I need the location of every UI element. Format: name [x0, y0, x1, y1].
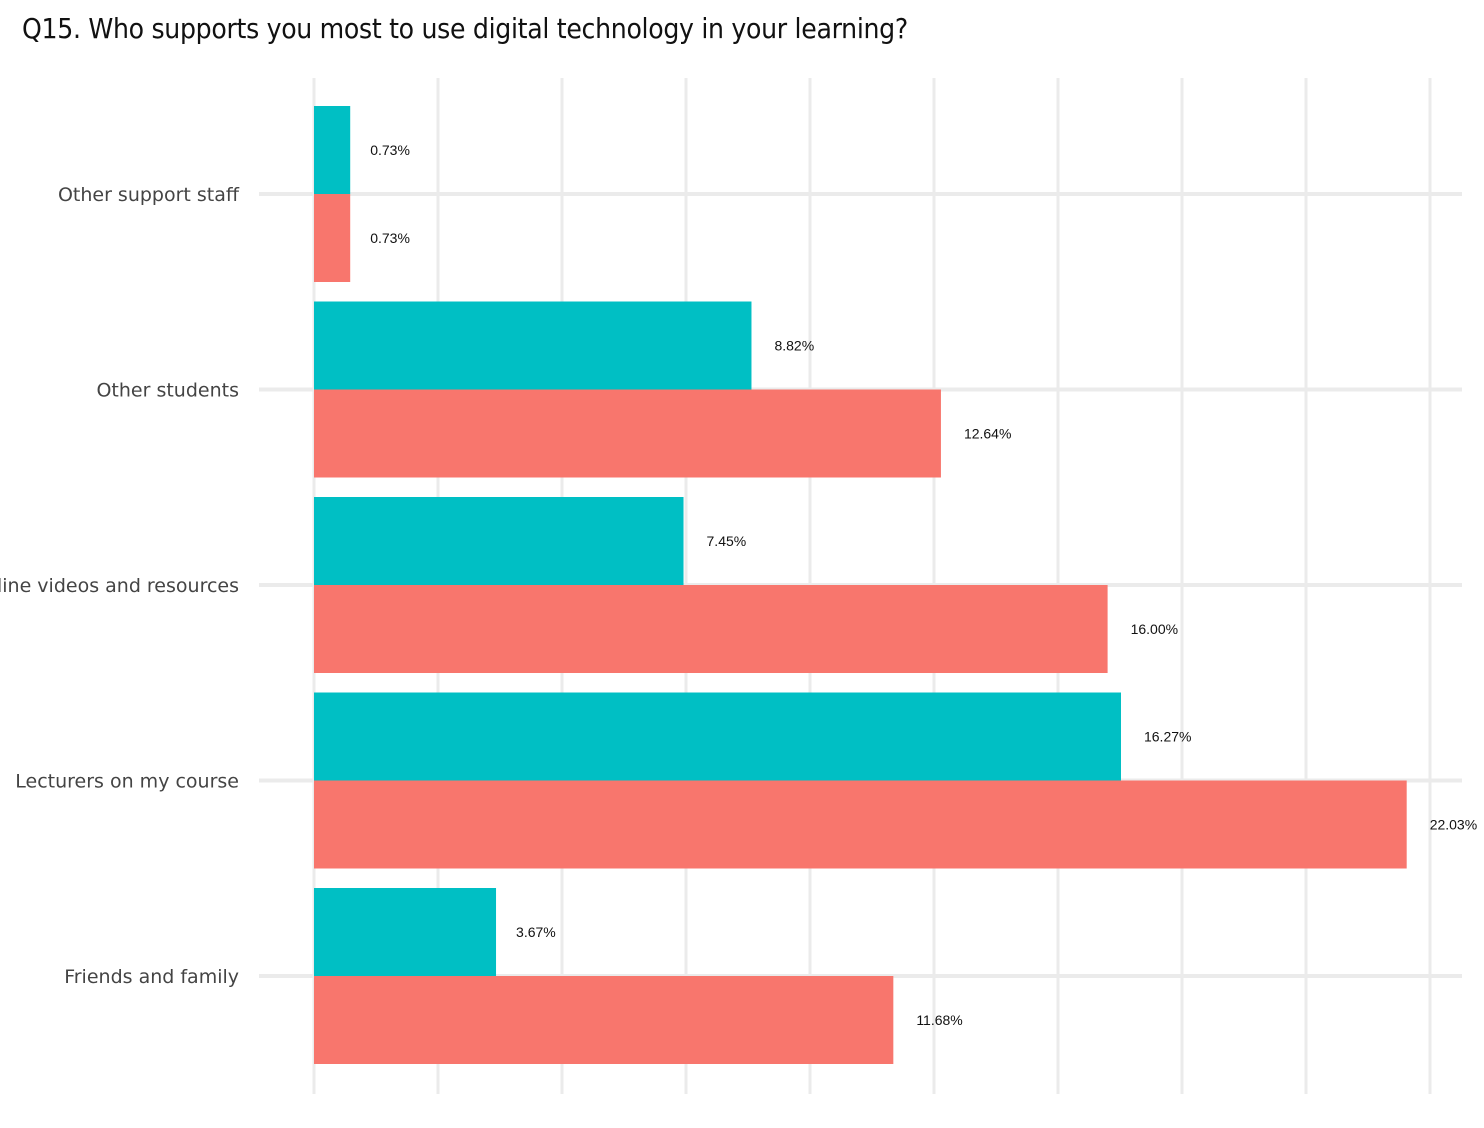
bar-coral [314, 780, 1407, 869]
category-label: Other support staff [58, 184, 240, 206]
category-label: Friends and family [64, 966, 239, 988]
bar-teal [314, 106, 351, 194]
data-label: 0.73% [370, 142, 410, 158]
category-label: Other students [96, 380, 239, 402]
data-label: 7.45% [707, 533, 747, 549]
bar-coral [314, 585, 1108, 673]
chart-title: Q15. Who supports you most to use digita… [22, 12, 908, 45]
value-labels: 11.68% 3.67% 22.03% 16.27% 16.00% 7.45% 12.64%… [370, 142, 1477, 1028]
data-label: 0.73% [370, 230, 410, 246]
category-labels: Friends and family Lecturers on my course… [0, 184, 240, 988]
bar-coral [314, 976, 894, 1064]
data-label: 22.03% [1430, 817, 1477, 833]
bar-coral [314, 389, 941, 478]
data-label: 8.82% [774, 338, 814, 354]
bar-teal [314, 888, 497, 976]
data-label: 12.64% [964, 426, 1011, 442]
bar-teal [314, 497, 684, 585]
data-label: 11.68% [916, 1012, 962, 1028]
data-label: 3.67% [516, 924, 556, 940]
bar-coral [314, 194, 351, 282]
bar-teal [314, 692, 1121, 781]
bar-teal [314, 301, 752, 390]
bars [314, 106, 1407, 1064]
data-label: 16.00% [1131, 621, 1178, 637]
data-label: 16.27% [1144, 729, 1191, 745]
category-label: Online videos and resources [0, 575, 239, 597]
category-label: Lecturers on my course [15, 771, 239, 793]
